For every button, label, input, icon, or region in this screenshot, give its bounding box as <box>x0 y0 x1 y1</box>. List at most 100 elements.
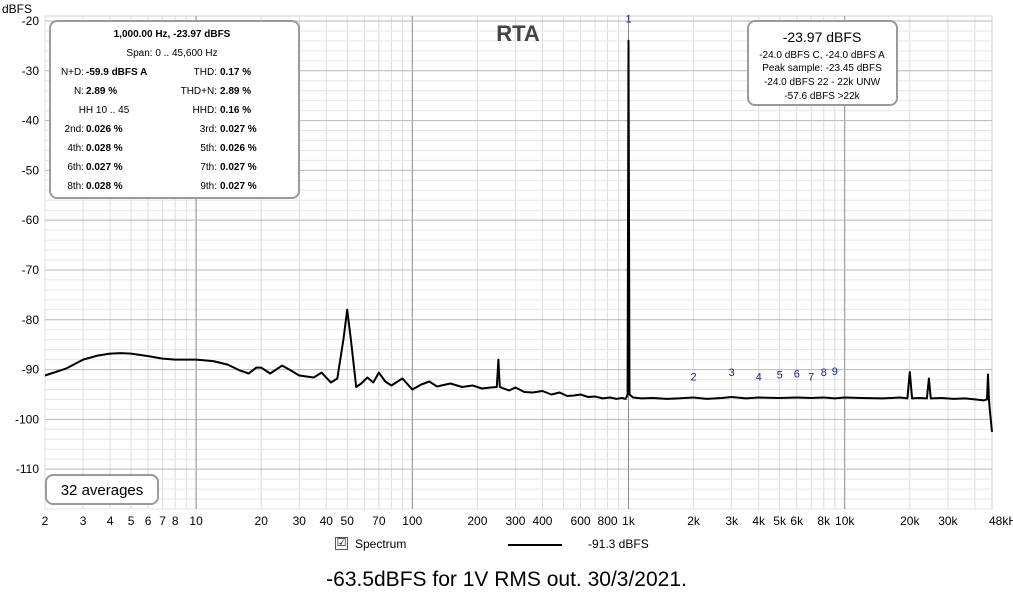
level-line-4: -57.6 dBFS >22k <box>784 91 860 102</box>
legend-series-value: -91.3 dBFS <box>588 537 649 551</box>
info-header: 1,000.00 Hz, -23.97 dBFS <box>114 29 231 40</box>
x-tick-label: 70 <box>372 514 386 528</box>
spectrum-checkbox-label: Spectrum <box>355 537 407 551</box>
x-tick-label: 5 <box>128 514 135 528</box>
level-line-2: Peak sample: -23.45 dBFS <box>762 63 882 74</box>
info-row-value-right: 0.026 % <box>220 143 257 154</box>
y-tick-label: -110 <box>16 462 39 476</box>
info-row-label-right: HHD: <box>193 105 217 116</box>
info-row-label-left: 2nd: <box>65 124 84 135</box>
x-tick-label: 3k <box>725 514 739 528</box>
info-row-value-right: 0.027 % <box>220 162 257 173</box>
x-tick-label: 300 <box>505 514 525 528</box>
harmonic-marker-8: 8 <box>821 367 827 379</box>
info-row-value-right: 0.16 % <box>220 105 251 116</box>
x-tick-label: 4k <box>752 514 766 528</box>
level-box: -23.97 dBFS -24.0 dBFS C, -24.0 dBFS A P… <box>747 20 898 106</box>
info-row-value-right: 0.027 % <box>220 124 257 135</box>
harmonic-marker-9: 9 <box>832 366 838 378</box>
info-row-label-left: N: <box>74 86 84 97</box>
info-row-label-right: THD+N: <box>181 86 217 97</box>
x-tick-label: 10 <box>189 514 203 528</box>
y-tick-label: -60 <box>22 213 40 227</box>
level-line-3: -24.0 dBFS 22 - 22k UNW <box>764 77 881 88</box>
averages-box: 32 averages <box>45 474 159 505</box>
y-tick-label: -40 <box>22 114 40 128</box>
caption: -63.5dBFS for 1V RMS out. 30/3/2021. <box>326 568 687 591</box>
info-row-value-left: 0.028 % <box>86 181 123 192</box>
info-row-label-right: THD: <box>194 67 217 78</box>
info-row-value-left: 2.89 % <box>86 86 117 97</box>
x-tick-label: 4 <box>107 514 114 528</box>
spectrum-checkbox[interactable]: ☑ <box>335 537 348 550</box>
x-tick-label: 6 <box>145 514 152 528</box>
spectrum-series-line <box>44 39 993 432</box>
info-row-value-right: 0.027 % <box>220 181 257 192</box>
x-tick-label: 6k <box>790 514 804 528</box>
info-row-label-left: 6th: <box>67 162 84 173</box>
x-tick-label: 800 <box>598 514 618 528</box>
harmonic-marker-1: 1 <box>625 13 631 25</box>
info-row-value-left: 0.027 % <box>86 162 123 173</box>
y-tick-label: -30 <box>22 64 40 78</box>
legend-line-swatch <box>508 544 562 546</box>
level-line-1: -24.0 dBFS C, -24.0 dBFS A <box>759 50 885 61</box>
x-tick-label: 1k <box>622 514 636 528</box>
x-tick-label: 48kHz <box>989 514 1013 528</box>
harmonic-marker-3: 3 <box>729 367 735 379</box>
y-tick-label: -70 <box>22 263 40 277</box>
x-tick-label: 20 <box>255 514 269 528</box>
x-tick-label: 8k <box>817 514 831 528</box>
x-axis-ticks: 2 3 4 5 6 7 8 10 20 30 40 50 70 100 200 300 400 600 800 1k 2… <box>42 514 1013 528</box>
x-tick-label: 40 <box>320 514 334 528</box>
info-row-value-right: 0.17 % <box>220 67 251 78</box>
averages-label: 32 averages <box>61 482 144 499</box>
info-row-label-left: N+D: <box>61 67 84 78</box>
x-tick-label: 30k <box>938 514 958 528</box>
x-tick-label: 100 <box>402 514 422 528</box>
x-tick-label: 2 <box>42 514 49 528</box>
info-row-value-right: 2.89 % <box>220 86 251 97</box>
harmonic-marker-7: 7 <box>808 372 814 384</box>
info-row-label-right: 3rd: <box>200 124 217 135</box>
y-tick-label: -90 <box>22 363 40 377</box>
info-row-label-right: 5th: <box>200 143 217 154</box>
x-tick-label: 7 <box>159 514 166 528</box>
info-row-label-right: 7th: <box>200 162 217 173</box>
info-row-label-right: 9th: <box>200 181 217 192</box>
x-tick-label: 200 <box>467 514 487 528</box>
x-tick-label: 8 <box>172 514 179 528</box>
info-span: Span: 0 .. 45,600 Hz <box>126 48 217 59</box>
y-axis-ticks: -20 -30 -40 -50 -60 -70 -80 -90 -100 -110 <box>15 14 39 476</box>
x-tick-label: 30 <box>293 514 307 528</box>
x-tick-label: 600 <box>571 514 591 528</box>
y-axis-label: dBFS <box>2 2 32 16</box>
y-tick-label: -50 <box>22 163 40 177</box>
harmonic-marker-5: 5 <box>777 370 783 382</box>
x-tick-label: 50 <box>341 514 355 528</box>
harmonic-markers: 1 2 3 4 5 6 7 8 9 <box>625 13 837 383</box>
info-box: 1,000.00 Hz, -23.97 dBFS Span: 0 .. 45,6… <box>49 20 300 199</box>
info-row-value-left: -59.9 dBFS A <box>86 67 147 78</box>
y-tick-label: -20 <box>22 14 40 28</box>
info-row-value-left: 0.026 % <box>86 124 123 135</box>
x-tick-label: 10k <box>835 514 855 528</box>
info-row-label-left: 8th: <box>67 181 84 192</box>
info-row-label-left: HH 10 .. 45 <box>79 105 130 116</box>
info-row-value-left: 0.028 % <box>86 143 123 154</box>
info-row-label-left: 4th: <box>67 143 84 154</box>
x-tick-label: 2k <box>687 514 701 528</box>
y-tick-label: -80 <box>22 313 40 327</box>
x-tick-label: 5k <box>773 514 787 528</box>
x-tick-label: 3 <box>80 514 87 528</box>
harmonic-marker-4: 4 <box>756 372 762 384</box>
harmonic-marker-6: 6 <box>794 369 800 381</box>
x-tick-label: 400 <box>532 514 552 528</box>
level-title: -23.97 dBFS <box>783 29 862 45</box>
harmonic-marker-2: 2 <box>691 372 697 384</box>
chart-title: RTA <box>496 21 540 46</box>
legend: ☑ Spectrum -91.3 dBFS <box>0 536 1013 556</box>
x-tick-label: 20k <box>900 514 920 528</box>
y-tick-label: -100 <box>15 412 39 426</box>
